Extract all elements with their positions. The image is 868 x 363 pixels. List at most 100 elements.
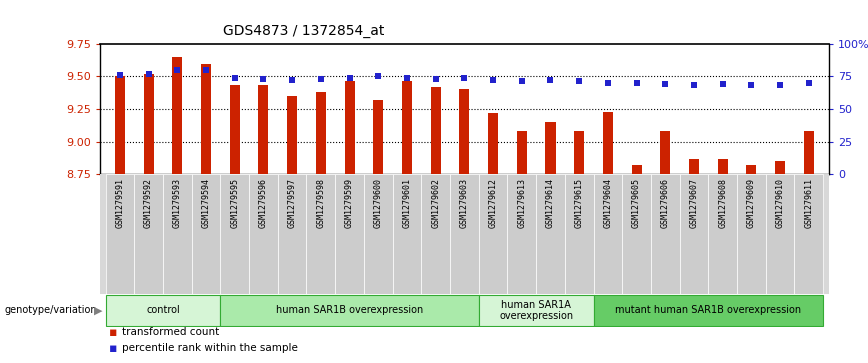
Bar: [192, 174, 220, 294]
Text: GSM1279610: GSM1279610: [776, 178, 785, 228]
Bar: [106, 174, 135, 294]
Text: GSM1279606: GSM1279606: [661, 178, 670, 228]
Point: [227, 75, 241, 81]
Bar: [143, 74, 154, 174]
Text: GSM1279599: GSM1279599: [345, 178, 354, 228]
Bar: [689, 159, 699, 174]
Bar: [306, 174, 335, 294]
Bar: [115, 76, 125, 174]
Bar: [335, 174, 364, 294]
Bar: [516, 131, 527, 174]
Text: GSM1279603: GSM1279603: [460, 178, 469, 228]
Bar: [364, 174, 392, 294]
Point: [257, 76, 271, 82]
Bar: [220, 174, 249, 294]
Point: [716, 81, 730, 87]
Point: [400, 75, 414, 81]
Bar: [508, 174, 536, 294]
Bar: [431, 87, 441, 174]
Bar: [402, 81, 412, 174]
Bar: [766, 174, 794, 294]
Text: GSM1279613: GSM1279613: [517, 178, 526, 228]
Bar: [565, 174, 594, 294]
Text: GSM1279602: GSM1279602: [431, 178, 440, 228]
Text: GSM1279615: GSM1279615: [575, 178, 583, 228]
Text: GSM1279596: GSM1279596: [259, 178, 268, 228]
Bar: [479, 295, 594, 326]
Text: GSM1279614: GSM1279614: [546, 178, 555, 228]
Point: [745, 82, 759, 88]
Text: transformed count: transformed count: [122, 327, 219, 337]
Bar: [345, 81, 355, 174]
Point: [773, 82, 787, 88]
Bar: [450, 174, 479, 294]
Text: human SAR1A
overexpression: human SAR1A overexpression: [499, 299, 573, 321]
Point: [343, 75, 357, 81]
Bar: [459, 89, 470, 174]
Bar: [651, 174, 680, 294]
Bar: [594, 174, 622, 294]
Point: [286, 77, 299, 83]
Bar: [135, 174, 163, 294]
Bar: [622, 174, 651, 294]
Bar: [421, 174, 450, 294]
Bar: [794, 174, 823, 294]
Text: ▶: ▶: [94, 305, 102, 315]
Point: [199, 67, 213, 73]
Text: GSM1279605: GSM1279605: [632, 178, 641, 228]
Text: GSM1279594: GSM1279594: [201, 178, 211, 228]
Text: ▪: ▪: [108, 326, 117, 339]
Text: genotype/variation: genotype/variation: [4, 305, 97, 315]
Bar: [163, 174, 192, 294]
Point: [141, 71, 155, 77]
Point: [572, 78, 586, 84]
Bar: [594, 295, 823, 326]
Bar: [220, 295, 479, 326]
Bar: [488, 113, 498, 174]
Point: [314, 76, 328, 82]
Bar: [708, 174, 737, 294]
Text: control: control: [146, 305, 180, 315]
Text: GSM1279608: GSM1279608: [718, 178, 727, 228]
Bar: [201, 65, 211, 174]
Point: [687, 82, 701, 88]
Point: [629, 80, 643, 86]
Bar: [249, 174, 278, 294]
Text: mutant human SAR1B overexpression: mutant human SAR1B overexpression: [615, 305, 801, 315]
Text: percentile rank within the sample: percentile rank within the sample: [122, 343, 298, 354]
Text: GSM1279604: GSM1279604: [603, 178, 613, 228]
Bar: [316, 92, 326, 174]
Bar: [287, 96, 297, 174]
Text: human SAR1B overexpression: human SAR1B overexpression: [276, 305, 424, 315]
Text: GSM1279609: GSM1279609: [747, 178, 756, 228]
Point: [372, 73, 385, 79]
Point: [113, 72, 127, 78]
Bar: [603, 111, 613, 174]
Bar: [373, 100, 384, 174]
Point: [601, 80, 615, 86]
Bar: [746, 165, 756, 174]
Point: [543, 77, 557, 83]
Bar: [680, 174, 708, 294]
Bar: [775, 161, 786, 174]
Text: GSM1279600: GSM1279600: [374, 178, 383, 228]
Point: [658, 81, 672, 87]
Bar: [737, 174, 766, 294]
Text: GSM1279598: GSM1279598: [316, 178, 326, 228]
Text: GSM1279612: GSM1279612: [489, 178, 497, 228]
Point: [170, 67, 184, 73]
Point: [486, 77, 500, 83]
Point: [429, 76, 443, 82]
Bar: [718, 159, 727, 174]
Bar: [106, 295, 220, 326]
Text: GSM1279591: GSM1279591: [115, 178, 124, 228]
Text: GSM1279601: GSM1279601: [403, 178, 411, 228]
Bar: [259, 85, 268, 174]
Point: [457, 75, 471, 81]
Bar: [574, 131, 584, 174]
Point: [802, 80, 816, 86]
Bar: [545, 122, 556, 174]
Text: GSM1279611: GSM1279611: [805, 178, 813, 228]
Bar: [632, 165, 641, 174]
Text: GSM1279597: GSM1279597: [287, 178, 297, 228]
